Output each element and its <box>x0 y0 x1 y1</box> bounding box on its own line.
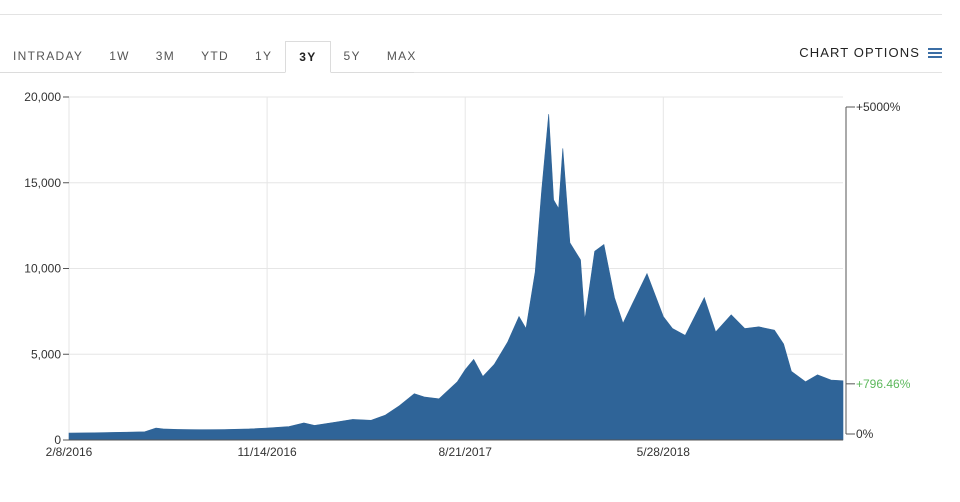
tab-1w[interactable]: 1W <box>109 49 130 63</box>
chart-options-button[interactable]: CHART OPTIONS <box>799 45 942 60</box>
right-tick-label: +5000% <box>856 100 901 114</box>
price-chart: 20,000 15,000 10,000 5,000 02/8/2016 11/14/20… <box>24 90 910 459</box>
tab-5y[interactable]: 5Y <box>343 49 361 63</box>
x-tick-label: 2/8/2016 <box>46 445 93 459</box>
tab-3m[interactable]: 3M <box>155 49 176 63</box>
hamburger-menu-icon <box>928 47 942 58</box>
y-tick-label: 0 <box>54 433 61 447</box>
right-tick-label: 0% <box>856 427 874 441</box>
x-tick-label: 11/14/2016 <box>238 445 297 459</box>
tab-intraday[interactable]: INTRADAY <box>13 49 84 63</box>
x-tick-label: 8/21/2017 <box>439 445 493 459</box>
tab-max[interactable]: MAX <box>386 49 417 63</box>
y-tick-label: 15,000 <box>24 176 61 190</box>
y-tick-label: 20,000 <box>24 90 61 104</box>
tab-3y[interactable]: 3Y <box>285 41 331 73</box>
y-tick-label: 5,000 <box>31 347 61 361</box>
top-divider <box>0 14 942 15</box>
chart-options-label: CHART OPTIONS <box>799 45 920 60</box>
x-tick-label: 5/28/2018 <box>637 445 691 459</box>
tab-ytd[interactable]: YTD <box>201 49 229 63</box>
y-tick-label: 10,000 <box>24 262 61 276</box>
price-area <box>68 114 844 441</box>
axes: 20,000 15,000 10,000 5,000 02/8/2016 11/14/20… <box>24 90 910 459</box>
current-change-label: +796.46% <box>856 377 911 391</box>
range-tabs: INTRADAY 1W 3M YTD 1Y 3Y 5Y MAX <box>0 41 415 73</box>
tab-1y[interactable]: 1Y <box>254 49 273 63</box>
tabs-divider <box>414 72 942 73</box>
